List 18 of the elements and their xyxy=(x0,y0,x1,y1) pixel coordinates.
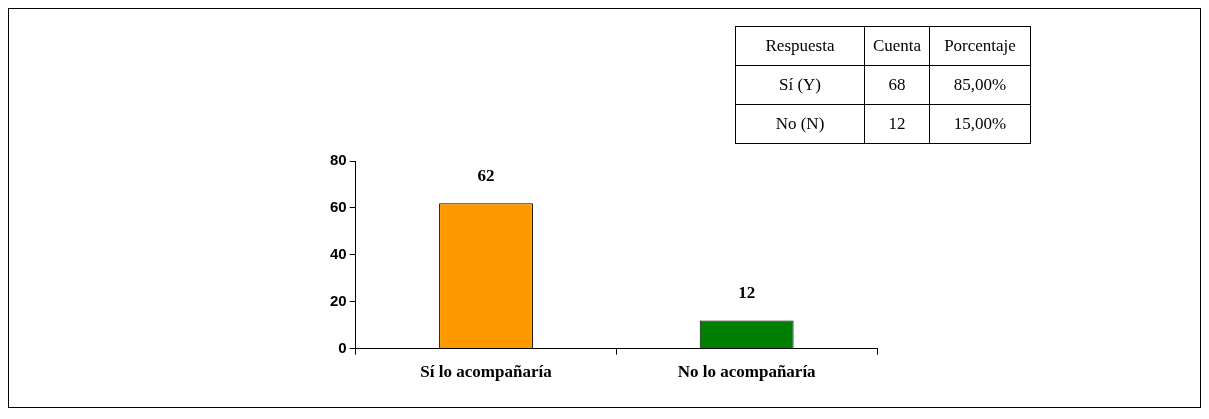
y-tick-label: 0 xyxy=(338,338,347,356)
data-label: 62 xyxy=(477,166,495,186)
text: No (N) xyxy=(735,104,865,144)
text: 15,00% xyxy=(929,104,1031,144)
text: 85,00% xyxy=(929,65,1031,105)
data-label: 12 xyxy=(738,283,756,303)
text: Porcentaje xyxy=(929,26,1031,66)
y-tick-label: 40 xyxy=(330,244,347,262)
x-tick-label: Sí lo acompañaría xyxy=(420,362,553,382)
text: 68 xyxy=(864,65,930,105)
text: 12 xyxy=(864,104,930,144)
text: Sí (Y) xyxy=(735,65,865,105)
x-tick-label: No lo acompañaría xyxy=(677,362,817,382)
y-tick-label: 80 xyxy=(330,151,347,169)
text: Cuenta xyxy=(864,26,930,66)
text: Respuesta xyxy=(735,26,865,66)
y-tick-label: 60 xyxy=(330,198,347,216)
y-tick-label: 20 xyxy=(330,291,347,309)
